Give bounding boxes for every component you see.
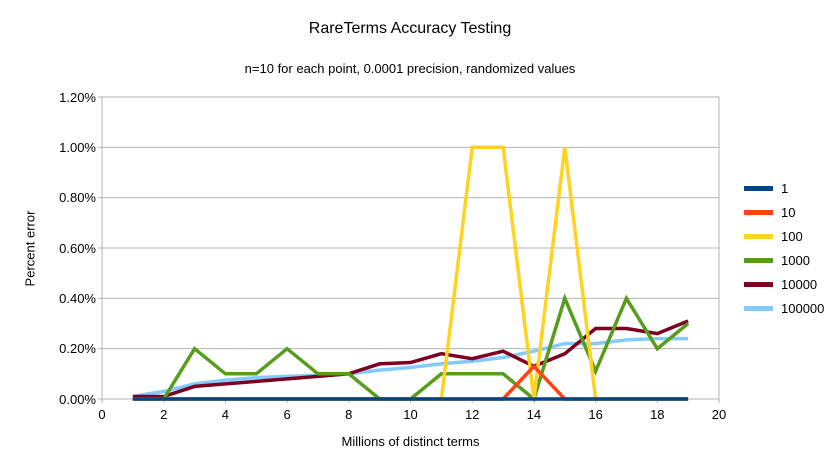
- x-tick-label: 16: [588, 407, 603, 422]
- legend-swatch-icon: [744, 209, 773, 215]
- legend-item: 10: [744, 200, 824, 224]
- y-tick-label: 1.20%: [59, 89, 96, 105]
- x-tick-label: 20: [711, 407, 727, 422]
- y-tick-label: 0.80%: [59, 190, 96, 206]
- x-axis-title: Millions of distinct terms: [341, 434, 480, 449]
- x-tick-label: 12: [464, 407, 480, 422]
- x-tick-label: 6: [283, 407, 291, 422]
- x-tick-label: 10: [403, 407, 418, 422]
- x-tick-label: 4: [221, 407, 229, 422]
- x-tick-label: 14: [526, 407, 542, 422]
- series-line-100000: [132, 336, 689, 399]
- legend-item: 10000: [744, 272, 824, 296]
- legend-label: 10000: [781, 276, 818, 292]
- legend-label: 10: [781, 204, 796, 220]
- legend-swatch-icon: [744, 305, 773, 311]
- y-tick-label: 0.20%: [59, 341, 96, 357]
- legend-label: 100000: [781, 300, 825, 316]
- legend-item: 100000: [744, 296, 824, 320]
- y-tick-label: 0.60%: [59, 240, 96, 256]
- chart-legend: 1 10 100 1000 10000 100000: [744, 176, 824, 320]
- legend-swatch-icon: [744, 257, 773, 263]
- legend-label: 100: [781, 228, 803, 244]
- x-tick-label: 0: [98, 407, 106, 422]
- x-tick-label: 18: [650, 407, 665, 422]
- chart-subtitle: n=10 for each point, 0.0001 precision, r…: [244, 61, 576, 76]
- legend-label: 1000: [781, 252, 810, 268]
- legend-item: 1000: [744, 248, 824, 272]
- legend-swatch-icon: [744, 185, 773, 191]
- legend-label: 1: [781, 180, 789, 196]
- legend-swatch-icon: [744, 233, 773, 239]
- chart-title: RareTerms Accuracy Testing: [308, 20, 512, 37]
- x-tick-label: 2: [160, 407, 168, 422]
- y-tick-label: 0.00%: [59, 391, 96, 407]
- x-tick-label: 8: [345, 407, 353, 422]
- legend-swatch-icon: [744, 281, 773, 287]
- legend-item: 100: [744, 224, 824, 248]
- y-tick-label: 0.40%: [59, 290, 96, 306]
- series-line-10000: [132, 319, 689, 399]
- legend-item: 1: [744, 176, 824, 200]
- y-tick-label: 1.00%: [59, 139, 96, 155]
